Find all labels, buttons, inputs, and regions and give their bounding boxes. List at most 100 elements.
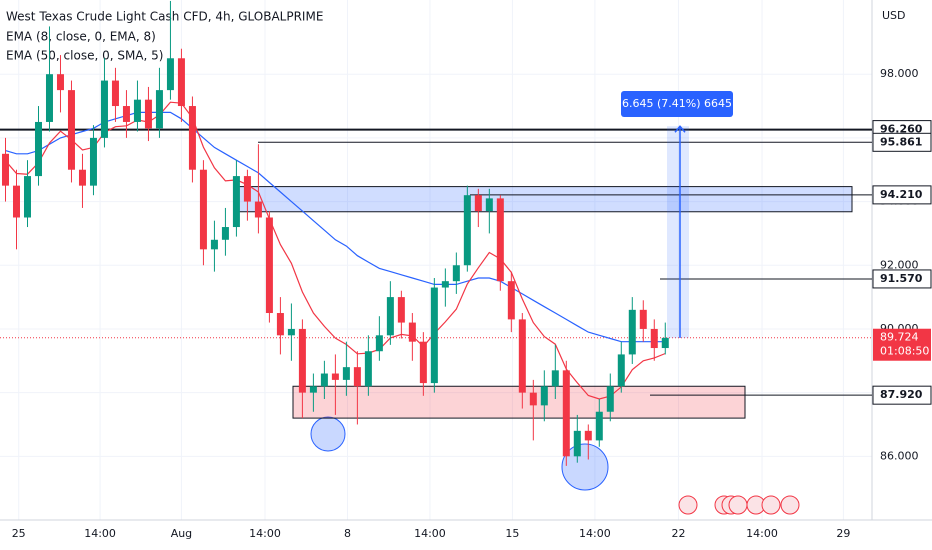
candle-body [243, 176, 251, 202]
candle-body [353, 367, 361, 387]
event-flags [678, 495, 800, 515]
last-price-label: 89.724 [880, 331, 919, 344]
candle-body [375, 335, 383, 352]
candle-body [199, 169, 207, 250]
candle-body [254, 201, 262, 218]
candle-body [67, 90, 75, 170]
candle-body [177, 58, 185, 107]
level-label: 87.920 [880, 388, 923, 401]
event-flag[interactable] [761, 495, 781, 515]
candle-body [320, 373, 328, 387]
candle-body [232, 176, 240, 228]
candle-body [496, 198, 504, 282]
candle-body [441, 281, 449, 288]
candle-body [650, 328, 658, 349]
level-label-bg [872, 385, 932, 405]
level-label: 96.260 [880, 123, 923, 136]
zone [234, 186, 853, 213]
candle-body [639, 309, 647, 329]
candle-body [89, 137, 97, 186]
y-tick-label: 86.000 [880, 449, 919, 462]
candle-body [100, 80, 108, 138]
candle-body [562, 370, 570, 457]
level-label-bg [872, 269, 932, 289]
candle-body [628, 309, 636, 355]
candle-body [408, 322, 416, 342]
candle-body [298, 328, 306, 393]
chart-title: West Texas Crude Light Cash CFD, 4h, GLO… [6, 10, 323, 24]
candle-body [287, 328, 295, 336]
y-tick-label: 92.000 [880, 258, 919, 271]
event-flag[interactable] [728, 495, 748, 515]
x-tick-label: 29 [836, 527, 850, 540]
indicator-label: EMA (50, close, 0, SMA, 5) [6, 49, 163, 63]
level-label-bg [872, 132, 932, 152]
last-price-label-bg [873, 328, 931, 361]
candle-body [309, 386, 317, 393]
candle-body [56, 74, 64, 91]
candle-body [155, 90, 163, 129]
measure-label-bg [621, 91, 733, 117]
event-flag[interactable] [678, 495, 698, 515]
candle-body [78, 169, 86, 186]
candle-body [221, 227, 229, 240]
level-label: 95.861 [880, 135, 922, 148]
candle-body [452, 265, 460, 282]
candle-body [573, 430, 581, 457]
candle-body [276, 313, 284, 336]
candle-body [342, 367, 350, 380]
x-tick-label: 14:00 [414, 527, 446, 540]
indicator-label: EMA (8, close, 0, EMA, 8) [6, 30, 156, 44]
measure-label: 6.645 (7.41%) 6645 [622, 97, 732, 110]
candle-body [1, 153, 9, 186]
measure-area [667, 126, 689, 338]
candle-body [661, 337, 669, 349]
candle-body [23, 176, 31, 218]
candle-body [364, 351, 372, 387]
ema-line [5, 101, 666, 400]
level-label-bg [872, 185, 932, 205]
candle-body [122, 106, 130, 122]
x-tick-label: 22 [671, 527, 685, 540]
candle-body [331, 373, 339, 380]
x-tick-label: 25 [12, 527, 26, 540]
candle-body [45, 74, 53, 122]
x-tick-label: 15 [505, 527, 519, 540]
candle-body [133, 99, 141, 122]
candle-body [617, 354, 625, 387]
y-tick-label: 98.000 [880, 67, 919, 80]
candle-body [397, 297, 405, 323]
x-tick-label: 14:00 [746, 527, 778, 540]
candle-body [166, 58, 174, 91]
currency-label: USD [882, 9, 906, 22]
candle-body [518, 319, 526, 393]
x-tick-label: 8 [344, 527, 351, 540]
candle-body [463, 195, 471, 266]
candle-body [584, 430, 592, 441]
x-tick-label: 14:00 [84, 527, 116, 540]
highlight-circle [310, 416, 346, 452]
candle-body [144, 99, 152, 129]
candle-body [210, 239, 218, 250]
candle-body [540, 386, 548, 406]
event-flag[interactable] [780, 495, 800, 515]
level-label: 91.570 [880, 272, 923, 285]
candle-body [485, 198, 493, 212]
measure-arrowhead [674, 125, 686, 133]
candle-body [430, 287, 438, 384]
candle-body [188, 106, 196, 170]
candle-body [507, 281, 515, 320]
candle-body [474, 195, 482, 212]
x-tick-label: 14:00 [249, 527, 281, 540]
candle-body [551, 370, 559, 387]
x-tick-label: 14:00 [579, 527, 611, 540]
countdown-label: 01:08:50 [880, 345, 929, 358]
candle-body [606, 386, 614, 412]
level-label: 94.210 [880, 188, 923, 201]
candle-body [265, 217, 273, 314]
candle-body [386, 297, 394, 336]
highlight-circle [561, 443, 609, 491]
x-tick-label: Aug [171, 527, 192, 540]
